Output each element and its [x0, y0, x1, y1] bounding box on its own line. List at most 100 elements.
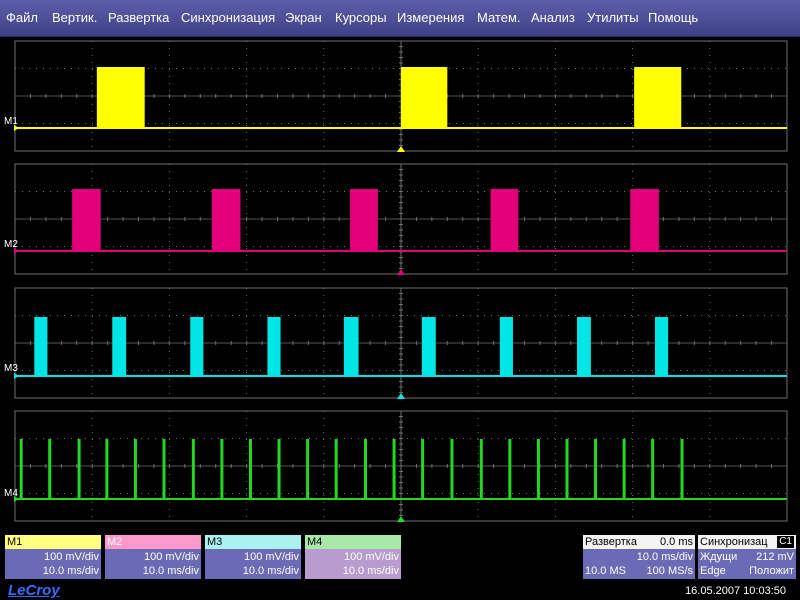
- pulse: [680, 439, 684, 499]
- pulse: [334, 439, 338, 499]
- pulse: [450, 439, 454, 499]
- ground-marker-icon: [14, 125, 19, 131]
- descriptor-m2-timebase: 10.0 ms/div: [142, 565, 199, 577]
- menu-measure[interactable]: Измерения: [397, 10, 465, 25]
- pulse: [401, 67, 448, 128]
- timebase-delay: 0.0 ms: [659, 536, 693, 548]
- pulse: [162, 439, 166, 499]
- pulse: [421, 317, 436, 376]
- pulse: [220, 439, 224, 499]
- pulse: [277, 439, 281, 499]
- pulse: [190, 317, 204, 376]
- descriptor-m3-scale: 100 mV/div: [243, 551, 299, 563]
- pulse: [343, 317, 359, 376]
- menu-cursors[interactable]: Курсоры: [335, 10, 387, 25]
- pulse: [191, 439, 195, 499]
- descriptor-m4-timebase: 10.0 ms/div: [342, 565, 399, 577]
- grid-panel-m4[interactable]: [14, 410, 788, 522]
- pulse: [630, 189, 659, 251]
- grid-m1: [14, 40, 788, 152]
- pulse: [490, 189, 519, 251]
- trigger-slope: Положит: [749, 565, 794, 577]
- pulse: [363, 439, 367, 499]
- descriptor-m2[interactable]: M2 100 mV/div 10.0 ms/div: [105, 535, 201, 579]
- descriptor-m4[interactable]: M4 100 mV/div 10.0 ms/div: [305, 535, 401, 579]
- trigger-marker-icon: [397, 393, 405, 399]
- descriptor-m2-header: M2: [105, 535, 201, 549]
- trigger-marker-icon: [397, 516, 405, 522]
- descriptor-m3-header: M3: [205, 535, 301, 549]
- descriptor-m1-scale: 100 mV/div: [43, 551, 99, 563]
- pulse: [96, 67, 145, 128]
- pulse: [19, 439, 23, 499]
- trigger-source-badge: C1: [777, 536, 794, 548]
- trigger-mode: Ждущи: [700, 551, 738, 563]
- pulse: [651, 439, 655, 499]
- pulse: [565, 439, 569, 499]
- menu-math[interactable]: Матем.: [477, 10, 521, 25]
- menu-vertical[interactable]: Вертик.: [52, 10, 98, 25]
- menu-trigger[interactable]: Синхронизация: [181, 10, 276, 25]
- ground-marker-icon: [14, 496, 19, 502]
- pulse: [72, 189, 101, 251]
- trace-label-m4: M4: [4, 488, 18, 499]
- grid-m3: [14, 287, 788, 399]
- descriptor-m1-timebase: 10.0 ms/div: [42, 565, 99, 577]
- menu-file[interactable]: Файл: [6, 10, 38, 25]
- date-time: 16.05.2007 10:03:50: [685, 585, 786, 597]
- pulse: [105, 439, 109, 499]
- grid-panel-m3[interactable]: [14, 287, 788, 399]
- trace-label-m3: M3: [4, 363, 18, 374]
- pulse: [133, 439, 137, 499]
- trigger-marker-icon: [397, 146, 405, 152]
- pulse: [622, 439, 626, 499]
- pulse: [499, 317, 513, 376]
- pulse: [654, 317, 669, 376]
- lecroy-logo[interactable]: LeCroy: [8, 582, 60, 599]
- descriptor-m2-scale: 100 mV/div: [143, 551, 199, 563]
- descriptor-m3[interactable]: M3 100 mV/div 10.0 ms/div: [205, 535, 301, 579]
- descriptor-m3-timebase: 10.0 ms/div: [242, 565, 299, 577]
- pulse: [577, 317, 591, 376]
- pulse: [634, 67, 682, 128]
- pulse: [306, 439, 310, 499]
- pulse: [508, 439, 512, 499]
- trace-label-m1: M1: [4, 116, 18, 127]
- timebase-per-div: 10.0 ms/div: [636, 551, 693, 563]
- pulse: [421, 439, 425, 499]
- descriptor-m1-header: M1: [5, 535, 101, 549]
- grid-panel-m1[interactable]: [14, 40, 788, 152]
- timebase-title: Развертка: [585, 536, 637, 548]
- trigger-marker-icon: [397, 269, 405, 275]
- pulse: [392, 439, 396, 499]
- descriptor-m1[interactable]: M1 100 mV/div 10.0 ms/div: [5, 535, 101, 579]
- pulse: [34, 317, 48, 376]
- pulse: [112, 317, 127, 376]
- menu-analysis[interactable]: Анализ: [531, 10, 575, 25]
- menu-display[interactable]: Экран: [285, 10, 322, 25]
- menu-utilities[interactable]: Утилиты: [587, 10, 639, 25]
- pulse: [77, 439, 81, 499]
- descriptor-m4-scale: 100 mV/div: [343, 551, 399, 563]
- ground-marker-icon: [14, 248, 19, 254]
- grid-m2: [14, 163, 788, 275]
- trigger-level: 212 mV: [756, 551, 794, 563]
- pulse: [211, 189, 241, 251]
- menu-timebase[interactable]: Развертка: [108, 10, 170, 25]
- trigger-title: Синхронизац: [700, 536, 768, 548]
- menu-help[interactable]: Помощь: [648, 10, 699, 25]
- timebase-samples: 10.0 MS: [585, 565, 626, 577]
- pulse: [48, 439, 52, 499]
- timebase-descriptor[interactable]: Развертка 0.0 ms 10.0 ms/div 10.0 MS 100…: [583, 535, 695, 579]
- ground-marker-icon: [14, 373, 19, 379]
- trace-label-m2: M2: [4, 239, 18, 250]
- timebase-rate: 100 MS/s: [646, 565, 693, 577]
- trigger-descriptor[interactable]: Синхронизац C1 Ждущи 212 mV Edge Положит: [698, 535, 796, 579]
- grid-m4: [14, 410, 788, 522]
- grid-panel-m2[interactable]: [14, 163, 788, 275]
- trigger-type: Edge: [700, 565, 726, 577]
- pulse: [479, 439, 483, 499]
- pulse: [248, 439, 252, 499]
- pulse: [267, 317, 281, 376]
- pulse: [350, 189, 378, 251]
